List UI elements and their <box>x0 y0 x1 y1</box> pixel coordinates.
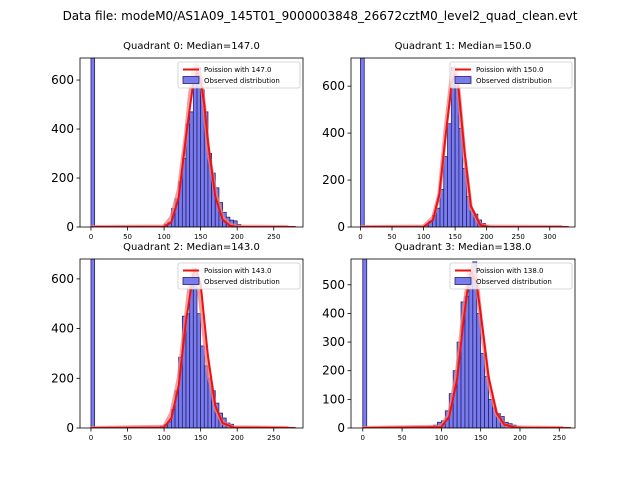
histogram-bar <box>90 259 96 428</box>
x-tick-label: 100 <box>157 233 170 241</box>
x-tick-label: 200 <box>513 434 526 442</box>
y-tick-label: 200 <box>322 173 345 187</box>
histogram-bar <box>360 58 365 227</box>
x-tick-label: 0 <box>89 233 93 241</box>
y-tick-label: 600 <box>322 79 345 93</box>
y-tick-label: 200 <box>51 171 74 185</box>
panel-title: Quadrant 1: Median=150.0 <box>395 41 532 52</box>
x-tick-label: 0 <box>361 434 365 442</box>
legend: Poission with 143.0 Observed distribution <box>177 262 301 290</box>
chart-panel-3: Quadrant 3: Median=138.00100200300400500… <box>322 242 576 442</box>
legend-observed-label: Observed distribution <box>204 278 280 286</box>
histogram-bar <box>476 313 482 428</box>
histogram-bar <box>362 259 368 428</box>
histogram-bar <box>189 111 194 227</box>
y-tick-label: 600 <box>51 272 74 286</box>
legend-box <box>177 61 301 89</box>
panel-title: Quadrant 0: Median=147.0 <box>123 41 260 52</box>
x-tick-label: 250 <box>267 233 280 241</box>
histogram-bar <box>443 156 448 227</box>
x-tick-label: 150 <box>448 233 461 241</box>
histogram-bar <box>189 283 194 428</box>
histogram-bar <box>196 67 202 227</box>
histogram-bar <box>447 123 452 227</box>
x-tick-label: 0 <box>89 434 93 442</box>
x-tick-label: 200 <box>231 233 244 241</box>
x-tick-label: 50 <box>388 233 397 241</box>
x-tick-label: 50 <box>123 233 132 241</box>
legend-observed-swatch <box>182 277 200 285</box>
y-tick-label: 0 <box>337 421 345 435</box>
axes-frame <box>350 57 576 228</box>
x-tick-label: 200 <box>231 434 244 442</box>
x-tick-label: 250 <box>267 434 280 442</box>
histogram-bar <box>200 345 205 428</box>
legend: Poission with 138.0 Observed distribution <box>449 262 573 290</box>
y-tick-label: 0 <box>66 220 74 234</box>
legend-poisson-label: Poission with 138.0 <box>476 267 544 275</box>
chart-panel-1: Quadrant 1: Median=150.0 0 200 400 600 0 50 100… <box>322 41 576 241</box>
chart-panel-2: Quadrant 2: Median=143.0 0 200 400 600 0 50 100… <box>51 242 304 442</box>
x-tick-label: 250 <box>553 434 566 442</box>
plot-area <box>360 58 569 227</box>
y-tick-label: 0 <box>66 421 74 435</box>
x-tick-label: 150 <box>194 434 207 442</box>
x-tick-label: 300 <box>543 233 556 241</box>
histogram-bar <box>468 272 474 428</box>
x-tick-label: 250 <box>512 233 525 241</box>
legend-box <box>449 61 573 89</box>
legend-observed-label: Observed distribution <box>204 77 280 85</box>
legend-observed-label: Observed distribution <box>476 278 552 286</box>
y-tick-label: 400 <box>322 306 345 320</box>
legend-box <box>177 262 301 290</box>
y-tick-label: 600 <box>51 73 74 87</box>
x-tick-label: 150 <box>474 434 487 442</box>
legend-poisson-label: Poission with 143.0 <box>204 267 272 275</box>
axes-frame <box>79 57 304 228</box>
x-tick-label: 150 <box>194 233 207 241</box>
legend-observed-label: Observed distribution <box>476 77 552 85</box>
legend-observed-swatch <box>454 277 472 285</box>
y-tick-label: 400 <box>322 126 345 140</box>
figure-suptitle: Data file: modeM0/AS1A09_145T01_90000038… <box>63 9 578 23</box>
plot-area <box>90 58 296 227</box>
histogram-bar <box>192 79 198 227</box>
y-tick-label: 0 <box>337 220 345 234</box>
y-tick-label: 200 <box>51 371 74 385</box>
chart-panel-0: Quadrant 0: Median=147.0 0 200 400 600 0 50 100… <box>51 41 304 241</box>
axes-frame <box>79 258 304 429</box>
legend-poisson-label: Poission with 147.0 <box>204 66 272 74</box>
x-tick-label: 100 <box>157 434 170 442</box>
x-tick-label: 200 <box>480 233 493 241</box>
legend-observed-swatch <box>182 76 200 84</box>
y-tick-label: 400 <box>51 322 74 336</box>
legend-poisson-label: Poission with 150.0 <box>476 66 544 74</box>
x-tick-label: 100 <box>435 434 448 442</box>
y-tick-label: 500 <box>322 278 345 292</box>
legend: Poission with 147.0 Observed distribution <box>177 61 301 89</box>
x-tick-label: 0 <box>358 233 362 241</box>
panel-title: Quadrant 3: Median=138.0 <box>395 242 532 253</box>
x-tick-label: 50 <box>123 434 132 442</box>
legend: Poission with 150.0 Observed distribution <box>449 61 573 89</box>
x-tick-label: 100 <box>417 233 430 241</box>
axes-frame <box>350 258 576 429</box>
y-tick-label: 300 <box>322 335 345 349</box>
panel-title: Quadrant 2: Median=143.0 <box>123 242 260 253</box>
panels: Quadrant 0: Median=147.0 0 200 400 600 0 50 100… <box>51 41 576 442</box>
legend-observed-swatch <box>454 76 472 84</box>
histogram-bar <box>464 295 470 428</box>
histogram-bar <box>90 58 96 227</box>
y-tick-label: 200 <box>322 364 345 378</box>
histogram-bar <box>185 313 191 428</box>
y-tick-label: 400 <box>51 122 74 136</box>
plot-area <box>362 259 572 428</box>
y-tick-label: 100 <box>322 392 345 406</box>
histogram-bar <box>196 313 202 428</box>
histogram-bar <box>192 273 198 428</box>
histogram-bar <box>480 353 486 428</box>
legend-box <box>449 262 573 290</box>
x-tick-label: 50 <box>398 434 407 442</box>
